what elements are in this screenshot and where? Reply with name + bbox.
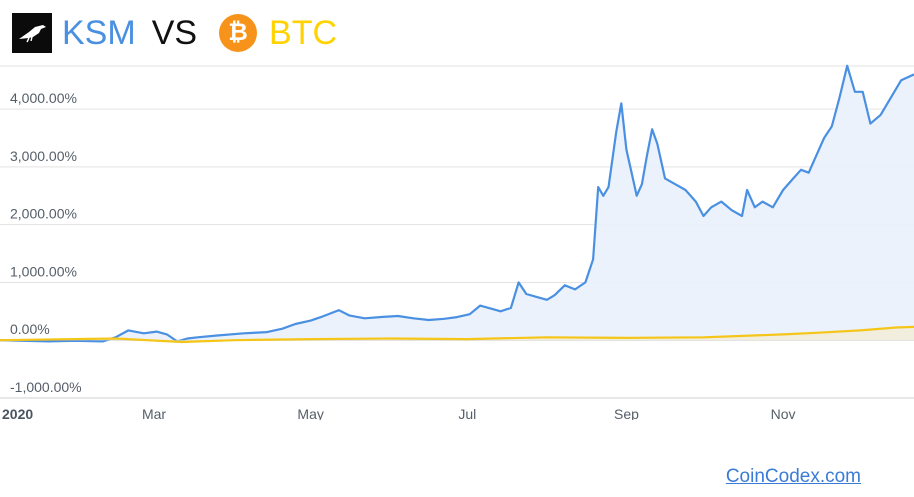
x-tick-label: May (297, 406, 323, 420)
y-tick-label: 3,000.00% (10, 148, 77, 164)
series-area-ksm (0, 65, 914, 342)
x-tick-label: Nov (771, 406, 796, 420)
y-tick-label: 1,000.00% (10, 263, 77, 279)
versus-label: VS (151, 14, 198, 52)
coin-a-name: KSM (62, 14, 136, 52)
comparison-line-chart: -1,000.00% 0.00% 1,000.00% 2,000.00% 3,000.0… (0, 64, 914, 420)
y-tick-label: 0.00% (10, 321, 50, 337)
bitcoin-symbol: ₿ (228, 19, 248, 46)
bitcoin-logo-icon: ₿ (219, 14, 258, 52)
coincodex-link[interactable]: CoinCodex.com (725, 466, 861, 487)
y-tick-label: -1,000.00% (10, 379, 82, 395)
kusama-logo-icon (12, 13, 52, 53)
series-line-ksm (0, 64, 914, 343)
y-tick-label: 4,000.00% (10, 90, 77, 106)
x-tick-label: Jul (458, 406, 476, 420)
x-tick-label: Sep (614, 406, 639, 420)
x-tick-label: Mar (142, 406, 166, 420)
y-tick-label: 2,000.00% (10, 206, 77, 222)
kusama-bird-icon (19, 25, 46, 43)
x-tick-label: 2020 (2, 406, 33, 420)
chart-header: KSM VS ₿ BTC (12, 8, 337, 58)
series-line-btc (0, 325, 914, 344)
coin-b-name: BTC (269, 14, 338, 52)
